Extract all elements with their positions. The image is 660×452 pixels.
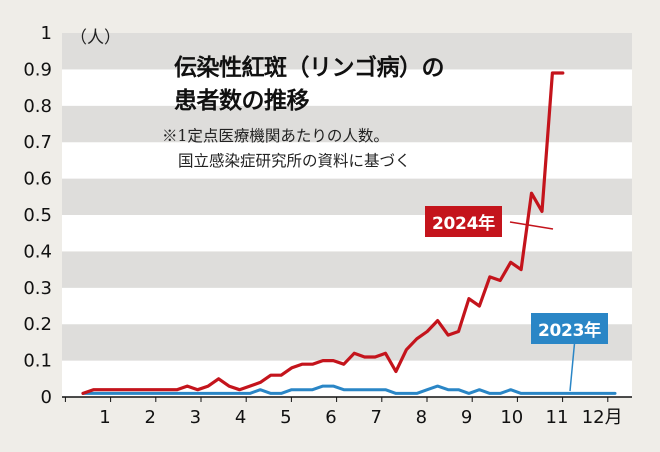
series-label-2023: 2023年 [531,313,608,344]
chart-note-line1: ※1定点医療機関あたりの人数。 [162,127,389,145]
chart-title: 伝染性紅斑（リンゴ病）の 患者数の推移 [174,52,445,118]
x-tick-label: 10 [500,407,523,428]
grid-band [62,360,632,397]
grid-band [62,215,632,252]
series-lines [81,71,617,395]
grid-band [62,251,632,288]
y-tick-label: 1 [41,23,52,44]
leader-line-2023 [569,337,576,392]
y-tick-label: 0.3 [23,278,52,299]
y-tick-label: 0.7 [23,132,52,153]
x-tick-label: 11 [546,407,569,428]
x-axis-ticks: 1 2 3 4 5 6 7 8 9 10 11 12月 [99,407,622,428]
grid-band [62,105,632,143]
grid-band [62,33,632,70]
y-tick-label: 0.4 [23,241,52,262]
x-tick-label: 7 [370,407,381,428]
x-tick-label: 8 [416,407,427,428]
chart-note: ※1定点医療機関あたりの人数。 国立感染症研究所の資料に基づく [162,124,411,174]
x-tick-label: 5 [280,407,291,428]
y-tick-label: 0.6 [23,169,52,190]
x-tick-label: 6 [325,407,336,428]
y-tick-label: 0 [41,387,52,408]
chart-title-line2: 患者数の推移 [174,88,310,114]
x-tick-label: 12月 [582,407,623,428]
leader-line-2024 [509,221,554,230]
y-tick-label: 0.8 [23,96,52,117]
grid-band [62,142,632,179]
chart-note-line2: 国立感染症研究所の資料に基づく [178,152,411,170]
x-tick-label: 4 [235,407,246,428]
grid-band [62,178,632,215]
series-line-2024 [81,71,565,395]
x-tick-label: 1 [99,407,110,428]
x-axis [62,396,632,402]
y-axis-unit: （人） [70,28,121,48]
chart-title-line1: 伝染性紅斑（リンゴ病）の [174,55,445,81]
series-label-2024: 2024年 [425,206,502,237]
series-line-2023 [81,384,617,395]
x-tick-label: 9 [461,407,472,428]
y-tick-label: 0.1 [23,351,52,372]
x-tick-label: 3 [190,407,201,428]
y-tick-label: 0.9 [23,59,52,80]
y-tick-label: 0.5 [23,205,52,226]
y-axis-ticks: 0 0.1 0.2 0.3 0.4 0.5 0.6 0.7 0.8 0.9 1 [23,23,52,408]
y-tick-label: 0.2 [23,314,52,335]
x-tick-label: 2 [144,407,155,428]
grid-band [62,69,632,106]
